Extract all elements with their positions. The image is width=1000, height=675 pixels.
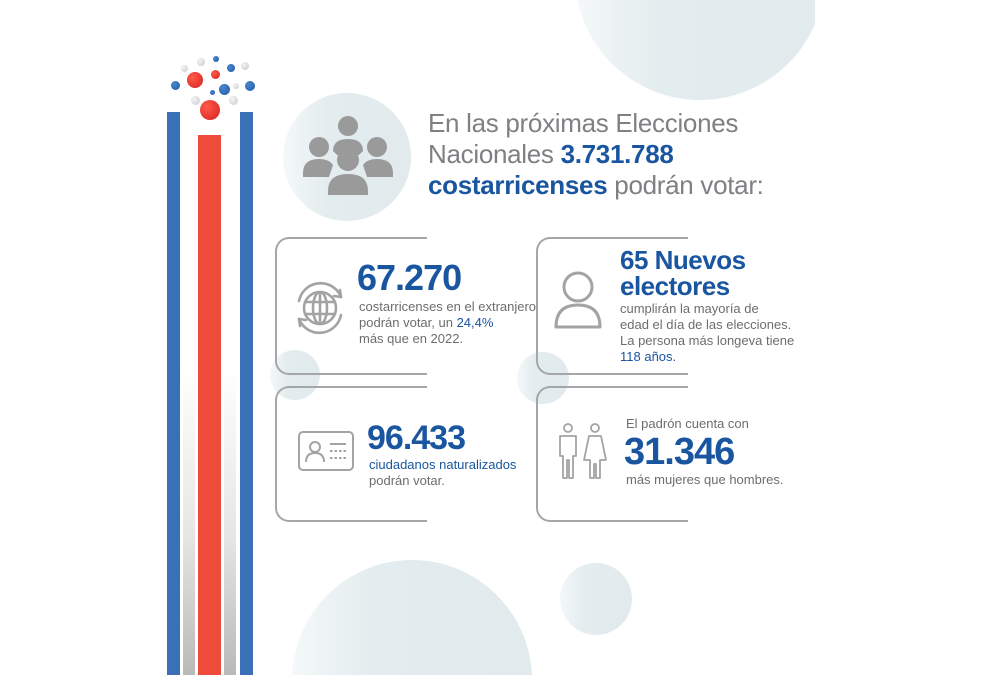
card-frame xyxy=(536,237,688,375)
flag-stripe-gray-left xyxy=(183,112,195,675)
bubble-bottom-large xyxy=(292,560,532,675)
total-voters: 3.731.788 xyxy=(560,139,674,169)
gender-desc: más mujeres que hombres. xyxy=(626,472,784,487)
group-of-people-icon xyxy=(303,116,393,195)
group-icon-circle xyxy=(283,93,411,221)
flag-stripe-red xyxy=(198,135,221,675)
card-abroad-voters: 67.270 costarricenses en el extranjero p… xyxy=(275,237,536,375)
headline: En las próximas Elecciones Nacionales 3.… xyxy=(428,108,788,201)
abroad-voters-count: 67.270 xyxy=(357,257,462,298)
abroad-voters-desc: costarricenses en el extranjero podrán v… xyxy=(359,299,537,346)
globe-with-arrows-icon xyxy=(297,281,343,335)
flag-stripe-gray-right xyxy=(224,112,236,675)
headline-line1: En las próximas Elecciones xyxy=(428,108,739,138)
naturalized-count: 96.433 xyxy=(367,419,466,457)
headline-line2: Nacionales 3.731.788 xyxy=(428,139,674,169)
flag-stripe-blue-left xyxy=(167,112,180,675)
bubble-bottom-small xyxy=(560,563,632,635)
new-voters-desc: cumplirán la mayoría de edad el día de l… xyxy=(620,301,820,365)
new-voters-heading: 65 Nuevos electores xyxy=(620,245,746,301)
bubble-top-right xyxy=(575,0,815,100)
growth-percent: 24,4% xyxy=(456,315,494,330)
oldest-voter-age: 118 años. xyxy=(620,349,677,364)
naturalized-desc: ciudadanos naturalizados podrán votar. xyxy=(369,457,517,488)
card-naturalized-citizens: 96.433 ciudadanos naturalizados podrán v… xyxy=(275,386,516,522)
card-frame xyxy=(275,386,427,522)
headline-line3: costarricenses podrán votar: xyxy=(428,170,764,200)
person-outline-icon xyxy=(554,271,602,329)
card-new-voters: 65 Nuevos electores cumplirán la mayoría… xyxy=(536,237,794,375)
flag-stripe-blue-right xyxy=(240,112,253,675)
id-card-icon xyxy=(298,431,354,471)
card-frame xyxy=(275,237,427,375)
extra-women-count: 31.346 xyxy=(624,431,735,473)
card-gender-difference: El padrón cuenta con 31.346 más mujeres … xyxy=(536,386,784,522)
card-frame xyxy=(536,386,688,522)
gender-intro: El padrón cuenta con xyxy=(626,416,749,431)
man-woman-icon xyxy=(559,423,607,479)
